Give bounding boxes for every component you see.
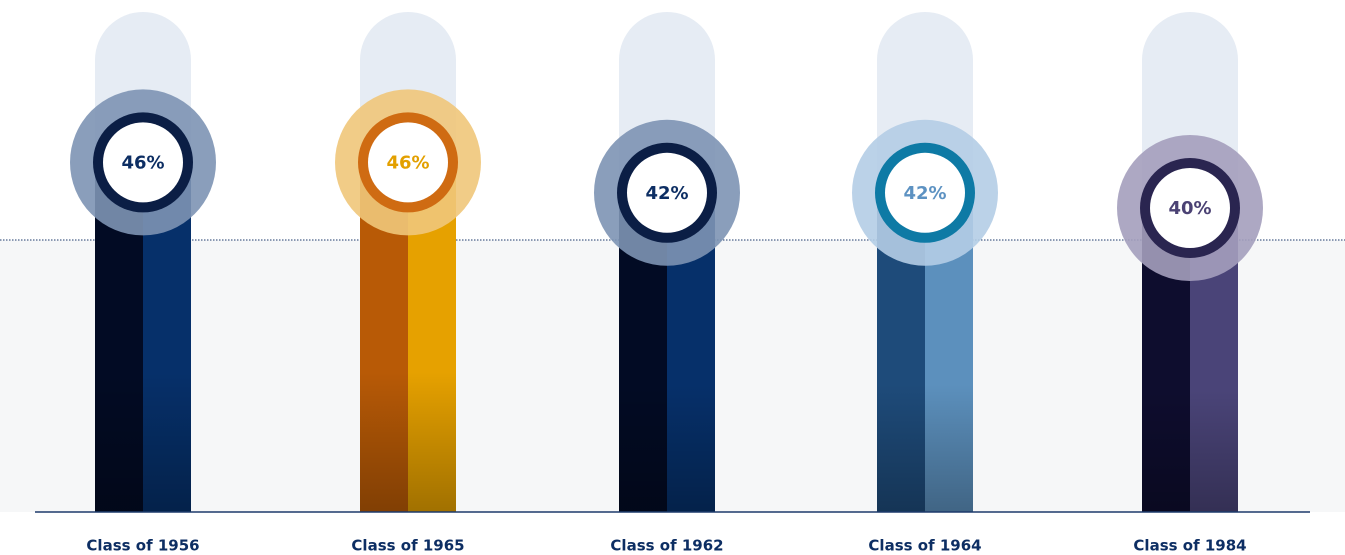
value-label: 46% xyxy=(386,152,429,173)
inner xyxy=(103,122,183,203)
value-label: 40% xyxy=(1168,198,1211,219)
category-label: Class of 1964 xyxy=(868,537,981,555)
category-label: Class of 1965 xyxy=(351,537,464,555)
inner xyxy=(368,122,448,203)
inner xyxy=(885,152,965,233)
category-label: Class of 1962 xyxy=(610,537,723,555)
value-label: 42% xyxy=(903,183,946,204)
inner xyxy=(627,152,707,233)
value-label: 46% xyxy=(121,152,164,173)
category-label: Class of 1984 xyxy=(1133,537,1246,555)
inner xyxy=(1150,168,1230,248)
category-label: Class of 1956 xyxy=(86,537,199,555)
value-label: 42% xyxy=(645,183,688,204)
